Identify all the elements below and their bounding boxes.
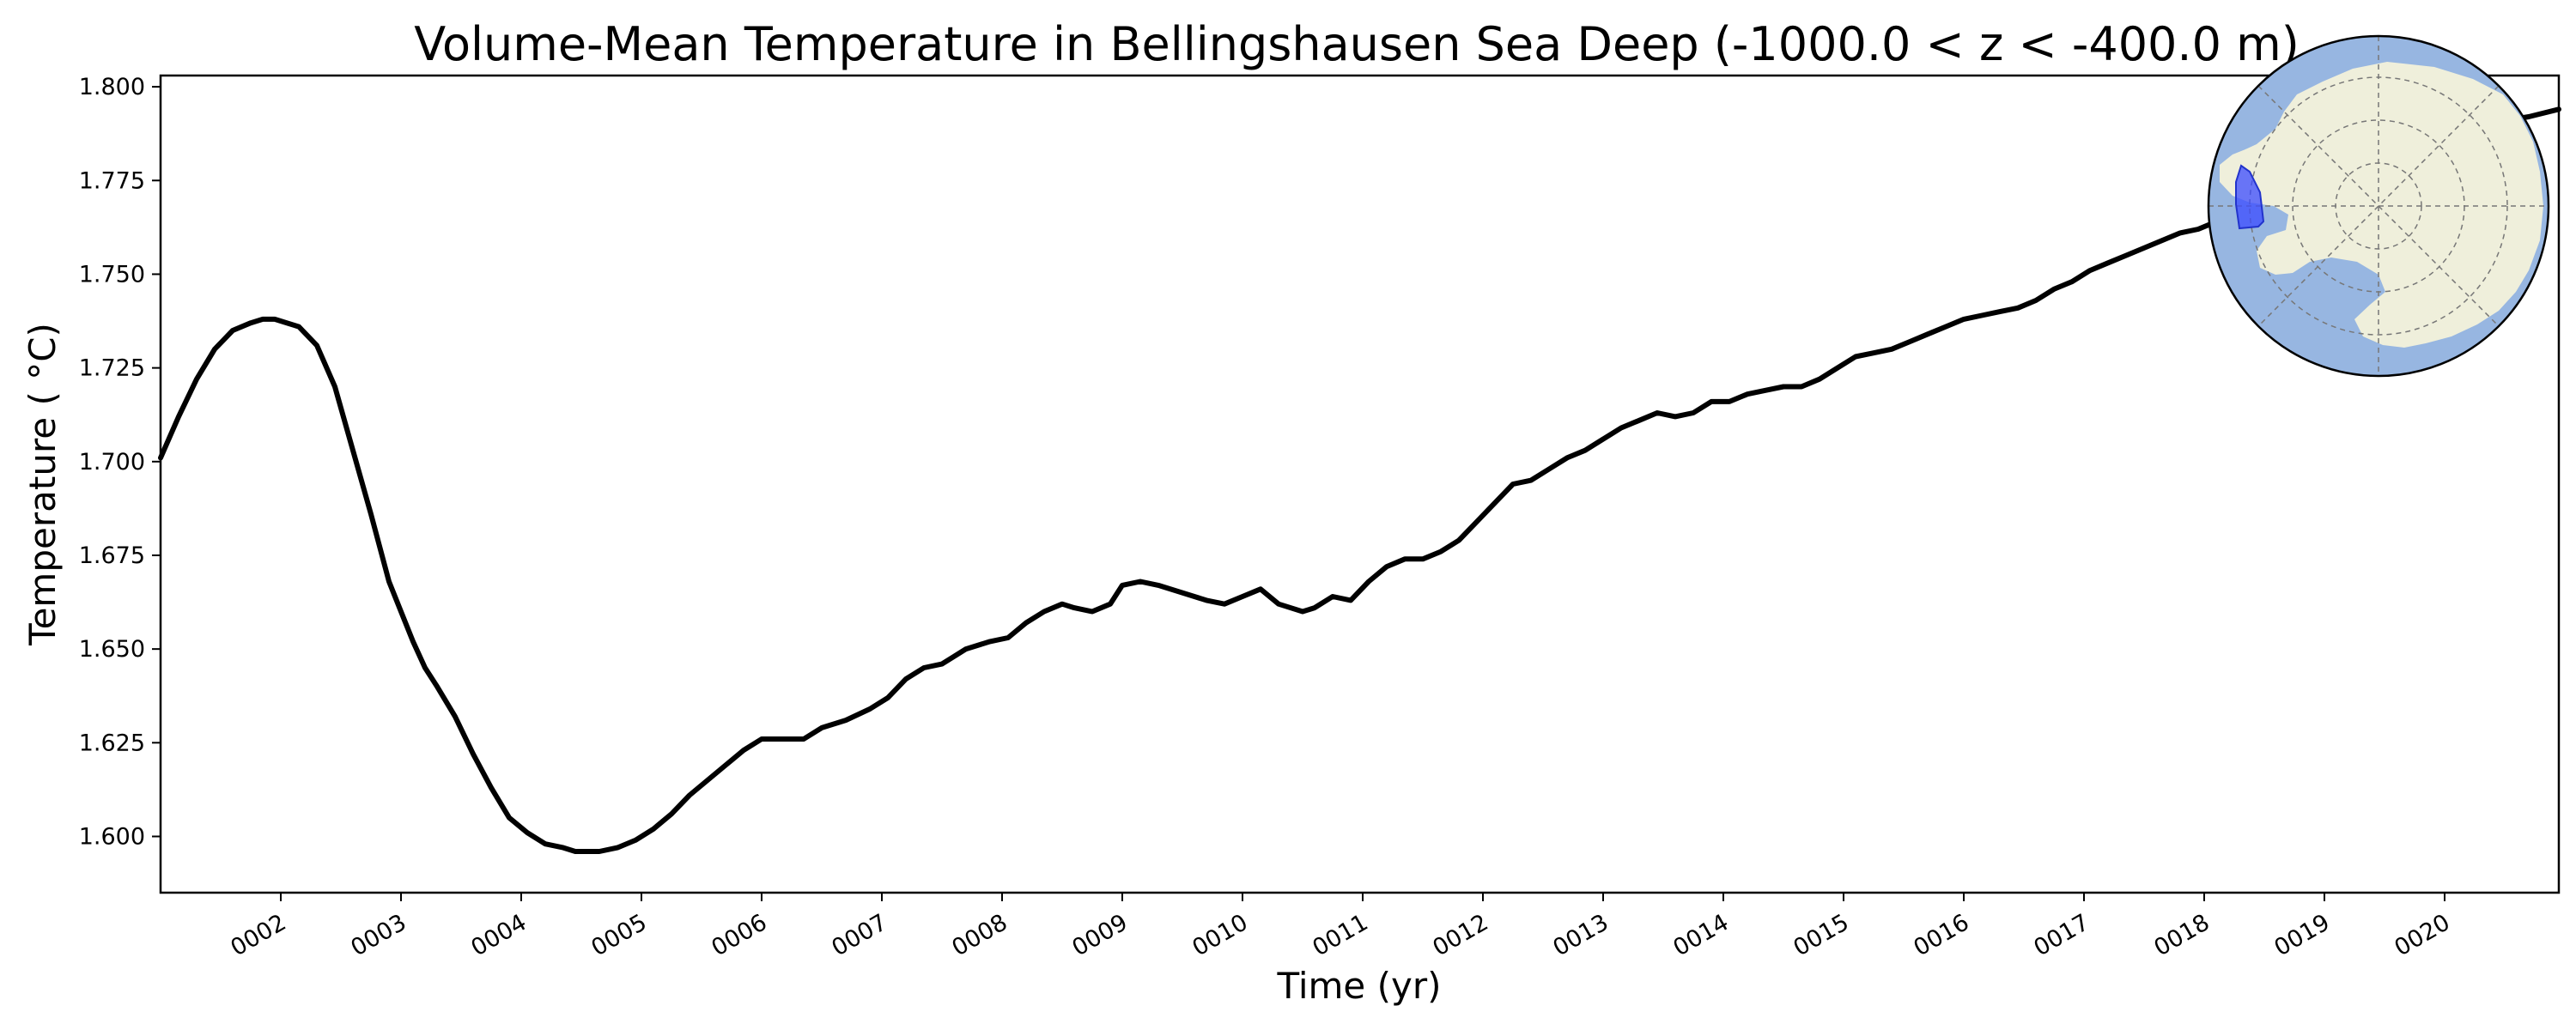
plot-frame bbox=[159, 74, 2561, 894]
inset-graticule bbox=[2208, 36, 2549, 376]
y-tick-label: 1.675 bbox=[79, 542, 145, 569]
y-tick-label: 1.800 bbox=[79, 74, 145, 100]
x-axis-label: Time (yr) bbox=[1276, 965, 1441, 1007]
series-line bbox=[158, 106, 2561, 854]
inset-bellingshausen-region bbox=[2235, 164, 2265, 230]
inset-globe-border bbox=[2207, 34, 2550, 378]
y-tick-label: 1.700 bbox=[79, 449, 145, 476]
y-axis-label: Temperature ( °C) bbox=[21, 323, 64, 646]
y-tick-label: 1.600 bbox=[79, 823, 145, 850]
y-tick-label: 1.725 bbox=[79, 355, 145, 382]
y-tick-label: 1.625 bbox=[79, 730, 145, 756]
inset-antarctica-land bbox=[2220, 62, 2543, 348]
y-axis: 1.600 1.625 1.650 1.675 1.700 1.725 1.750 1.775… bbox=[79, 74, 161, 850]
y-tick-label: 1.650 bbox=[79, 636, 145, 663]
y-tick-label: 1.775 bbox=[79, 167, 145, 194]
y-tick-label: 1.750 bbox=[79, 261, 145, 288]
chart-title: Volume-Mean Temperature in Bellingshause… bbox=[414, 17, 2300, 71]
inset-antarctica-map bbox=[2207, 34, 2550, 378]
